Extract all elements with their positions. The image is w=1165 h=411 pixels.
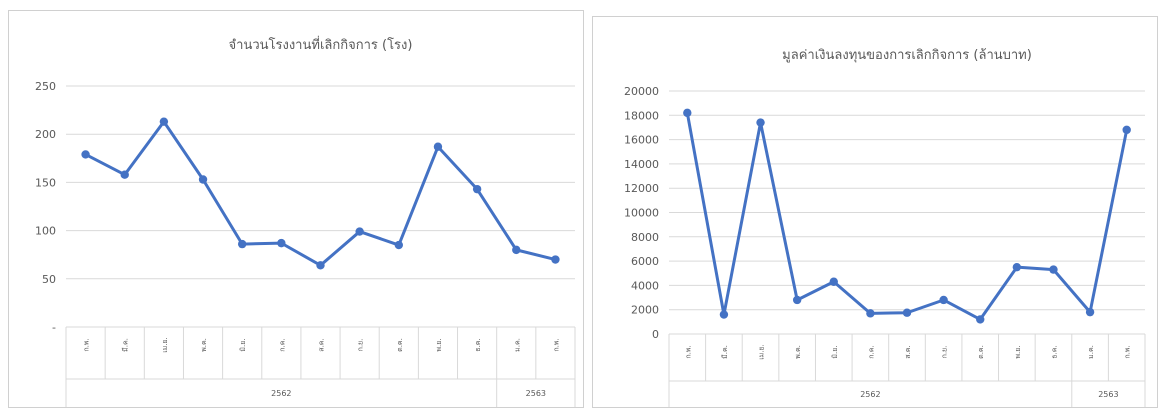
chart-panel-investment: มูลค่าเงินลงทุนของการเลิกกิจการ (ล้านบาท…: [592, 16, 1158, 408]
x-tick-label: ต.ค.: [977, 345, 985, 359]
y-tick-label: 200: [35, 128, 56, 141]
x-tick-label: พ.ค.: [200, 338, 208, 352]
data-point: [756, 118, 765, 127]
year-label: 2562: [860, 390, 880, 399]
x-tick-label: พ.ย.: [435, 338, 443, 351]
x-tick-label: เม.ย.: [161, 337, 169, 353]
data-point: [198, 175, 208, 184]
data-point: [1012, 262, 1022, 272]
data-point: [829, 277, 838, 286]
year-label: 2563: [526, 389, 546, 398]
y-tick-label: 8000: [631, 231, 659, 244]
data-point: [159, 117, 169, 126]
data-point: [355, 227, 364, 236]
year-label: 2563: [1098, 390, 1118, 399]
year-label: 2562: [271, 389, 291, 398]
y-tick-label: 10000: [624, 207, 659, 220]
x-tick-label: ก.ย.: [357, 339, 365, 352]
y-tick-label: 2000: [631, 304, 659, 317]
y-tick-label: 16000: [624, 134, 659, 147]
x-tick-label: ม.ค.: [513, 338, 521, 352]
x-tick-label: ก.ค.: [278, 338, 286, 351]
x-tick-label: พ.ค.: [794, 345, 802, 359]
data-point: [237, 239, 247, 249]
x-tick-label: เม.ย.: [758, 344, 766, 360]
data-point: [1122, 125, 1131, 135]
x-tick-label: ก.ย.: [941, 346, 949, 359]
data-point: [719, 310, 729, 319]
x-tick-label: ส.ค.: [904, 345, 912, 358]
x-tick-label: มี.ค.: [721, 345, 729, 359]
chart-title: จำนวนโรงงานที่เลิกกิจการ (โรง): [229, 36, 413, 53]
x-tick-label: มี.ค.: [122, 338, 130, 352]
y-tick-label: 20000: [624, 85, 659, 98]
y-tick-label: 18000: [624, 109, 659, 122]
series-line: [84, 120, 556, 267]
y-tick-label: 12000: [624, 182, 659, 195]
data-point: [939, 295, 948, 305]
data-point: [866, 309, 875, 318]
chart-panel-factories: จำนวนโรงงานที่เลิกกิจการ (โรง) - 50 100 150 2…: [8, 10, 584, 408]
y-tick-label: -: [52, 321, 56, 334]
data-point: [394, 240, 404, 250]
y-tick-label: 0: [652, 328, 659, 341]
factory-count-chart: จำนวนโรงงานที่เลิกกิจการ (โรง) - 50 100 150 2…: [35, 36, 576, 407]
x-tick-label: ส.ค.: [318, 338, 326, 351]
data-point: [976, 315, 985, 324]
x-tick-label: มิ.ย.: [831, 345, 839, 358]
y-tick-label: 50: [42, 273, 56, 286]
data-point: [551, 255, 560, 264]
data-point: [1049, 265, 1058, 274]
data-point: [512, 245, 521, 255]
data-point: [472, 184, 482, 194]
x-tick-label: ธ.ค.: [474, 338, 482, 351]
x-tick-label: ธ.ค.: [1050, 345, 1058, 358]
data-point: [1085, 307, 1095, 317]
data-point: [433, 142, 443, 151]
x-tick-label: ต.ค.: [396, 338, 404, 352]
data-point: [277, 238, 286, 248]
chart-title: มูลค่าเงินลงทุนของการเลิกกิจการ (ล้านบาท…: [782, 48, 1032, 63]
y-tick-label: 6000: [631, 255, 659, 268]
x-tick-label: ก.พ.: [552, 338, 560, 351]
y-tick-label: 250: [35, 80, 56, 93]
data-point: [120, 170, 129, 179]
y-tick-label: 4000: [631, 279, 659, 292]
y-tick-label: 14000: [624, 158, 659, 171]
y-tick-label: 150: [35, 176, 56, 189]
x-tick-label: ก.พ.: [684, 345, 692, 358]
y-tick-label: 100: [35, 225, 56, 238]
data-point: [792, 295, 802, 305]
x-tick-label: ก.พ.: [1124, 345, 1132, 358]
x-tick-label: พ.ย.: [1014, 345, 1022, 358]
investment-value-chart: มูลค่าเงินลงทุนของการเลิกกิจการ (ล้านบาท…: [624, 48, 1146, 407]
data-point: [683, 108, 692, 118]
series-line: [685, 112, 1129, 321]
x-tick-label: ก.ค.: [867, 345, 875, 358]
data-point: [81, 150, 90, 159]
data-point: [902, 308, 912, 317]
data-point: [316, 261, 325, 270]
x-tick-label: ก.พ.: [83, 338, 91, 351]
x-tick-label: มิ.ย.: [239, 338, 247, 351]
x-tick-label: ม.ค.: [1087, 345, 1095, 359]
